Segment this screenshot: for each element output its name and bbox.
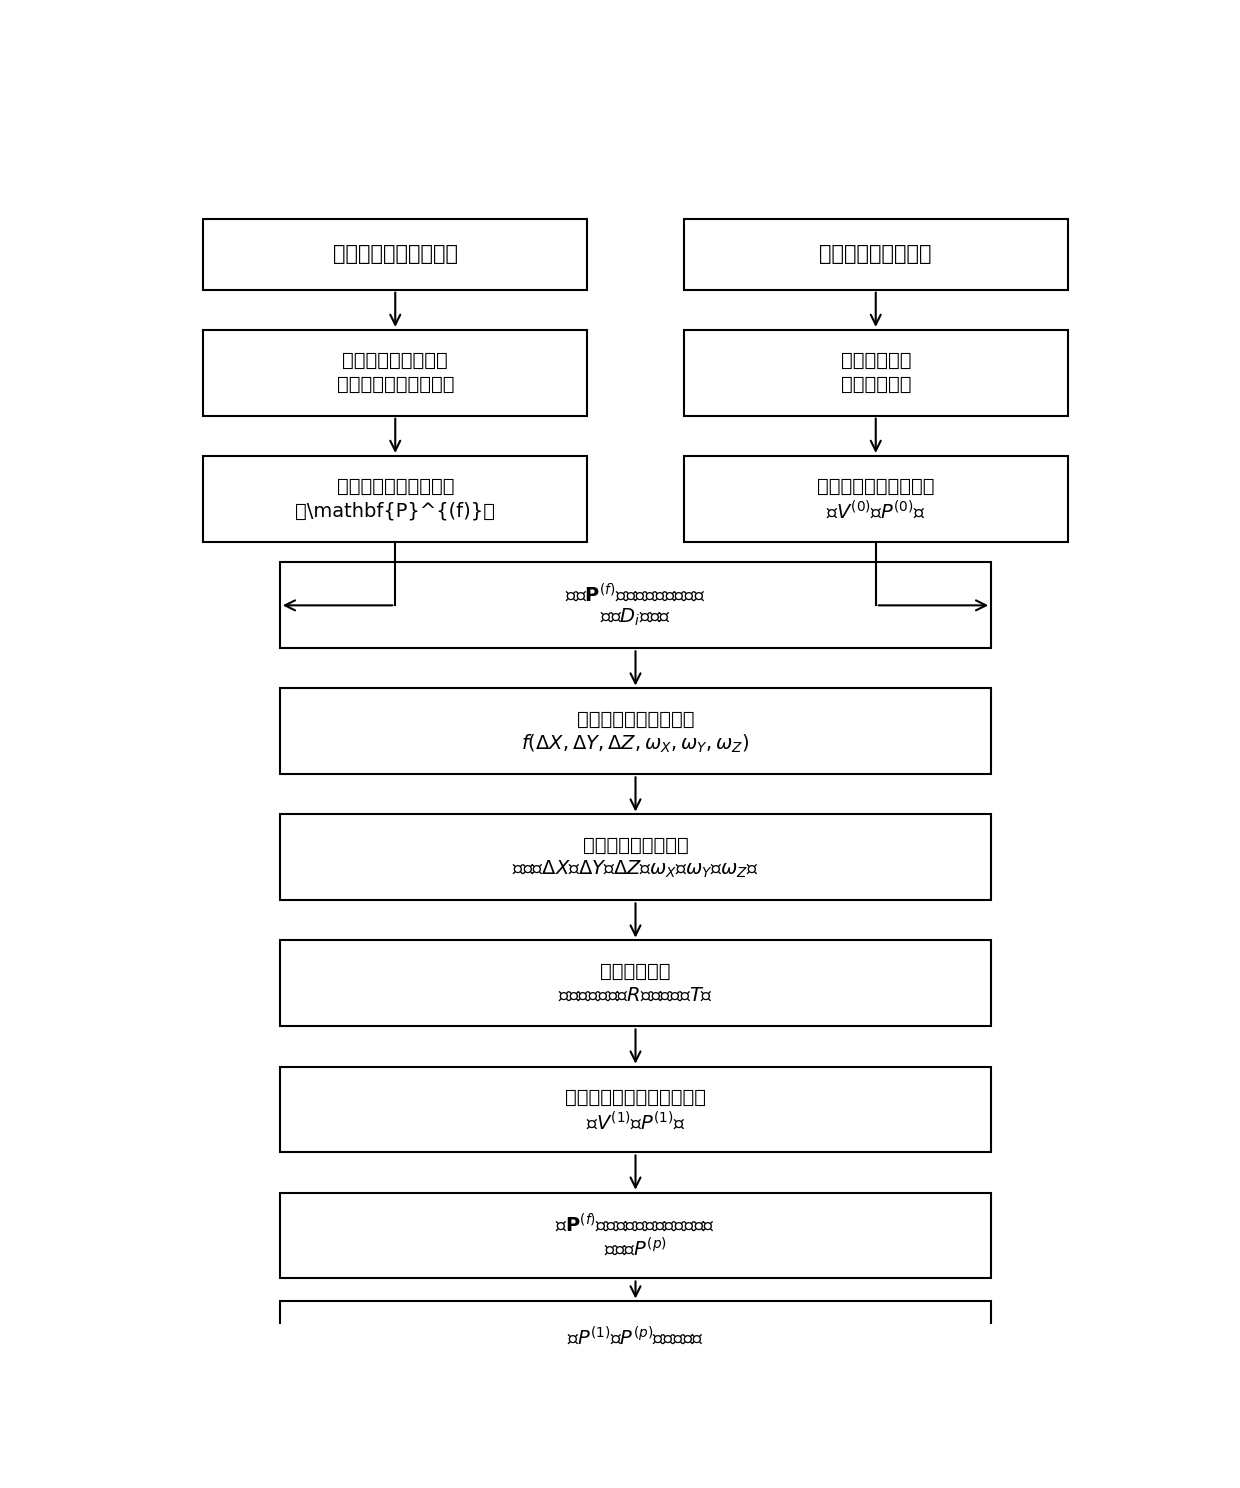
Text: $f(\Delta X,\Delta Y,\Delta Z,\omega_X,\omega_Y,\omega_Z)$: $f(\Delta X,\Delta Y,\Delta Z,\omega_X,\… (521, 732, 750, 754)
Bar (203, 219, 588, 290)
Bar (280, 1067, 991, 1152)
Bar (683, 455, 1068, 542)
Text: 角点棱线空间直线拟合: 角点棱线空间直线拟合 (817, 478, 935, 497)
Text: 合龙口特征点坐标采集: 合龙口特征点坐标采集 (336, 478, 454, 497)
Text: 做垂足$P^{(p)}$: 做垂足$P^{(p)}$ (604, 1237, 667, 1259)
Text: 计算$\mathbf{P}^{(f)}$点至合龙段角点棱线: 计算$\mathbf{P}^{(f)}$点至合龙段角点棱线 (565, 582, 706, 604)
Bar (280, 940, 991, 1027)
Text: （\mathbf{P}^{(f)}）: （\mathbf{P}^{(f)}） (295, 501, 495, 521)
Text: 计算优化后合龙段空间姿态: 计算优化后合龙段空间姿态 (565, 1088, 706, 1107)
Text: 合龙段特征坐标采集: 合龙段特征坐标采集 (820, 244, 932, 265)
Text: 求解转换矩阵: 求解转换矩阵 (600, 961, 671, 981)
Text: （求解$\Delta X$＼$\Delta Y$＼$\Delta Z$＼$\omega_X$＼$\omega_Y$＼$\omega_Z$）: （求解$\Delta X$＼$\Delta Y$＼$\Delta Z$＼$\om… (512, 859, 759, 879)
Bar (683, 330, 1068, 415)
Text: 合龙段初定位: 合龙段初定位 (841, 375, 911, 394)
Bar (683, 219, 1068, 290)
Text: 由$P^{(1)}$、$P^{(p)}$计算配切量: 由$P^{(1)}$、$P^{(p)}$计算配切量 (567, 1326, 704, 1348)
Text: （变形、温度、风力）: （变形、温度、风力） (336, 375, 454, 394)
Text: （空间旋转矩阵$R$及平移矩阵$T$）: （空间旋转矩阵$R$及平移矩阵$T$） (558, 987, 713, 1004)
Text: 合龙口姿态变形监测: 合龙口姿态变形监测 (342, 351, 448, 371)
Bar (280, 689, 991, 774)
Text: 大地坐标系下: 大地坐标系下 (841, 351, 911, 371)
Bar (280, 1192, 991, 1278)
Text: （$V^{(0)}$、$P^{(0)}$）: （$V^{(0)}$、$P^{(0)}$） (826, 500, 925, 522)
Text: （$V^{(1)}$、$P^{(1)}$）: （$V^{(1)}$、$P^{(1)}$） (585, 1110, 686, 1132)
Bar (203, 455, 588, 542)
Bar (203, 330, 588, 415)
Text: 由$\mathbf{P}^{(f)}$点至优化后合龙段角点棱线: 由$\mathbf{P}^{(f)}$点至优化后合龙段角点棱线 (556, 1213, 715, 1235)
Bar (280, 562, 991, 649)
Text: 建立约束优化目标函数: 建立约束优化目标函数 (577, 710, 694, 729)
Text: 距离$D_i$表达式: 距离$D_i$表达式 (600, 607, 671, 628)
Bar (280, 814, 991, 900)
Text: 合龙段约束姿态优化: 合龙段约束姿态优化 (583, 836, 688, 856)
Text: 合龙前续节段安装定位: 合龙前续节段安装定位 (332, 244, 458, 265)
Bar (280, 1302, 991, 1372)
